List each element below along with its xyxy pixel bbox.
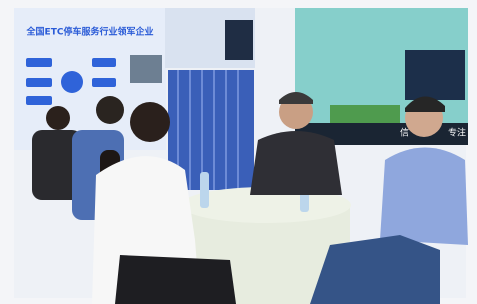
display-screen bbox=[225, 20, 253, 60]
photo-scene: 全国ETC停车服务行业领军企业 信 专注 bbox=[0, 0, 477, 304]
banner-title: 全国ETC停车服务行业领军企业 bbox=[26, 26, 154, 38]
person-head bbox=[46, 106, 70, 130]
water-bottle bbox=[200, 172, 209, 208]
screen-text: 专注 bbox=[448, 127, 466, 139]
screen-grass bbox=[330, 105, 400, 123]
person-head bbox=[96, 96, 124, 124]
person-body bbox=[250, 131, 342, 195]
person-head bbox=[130, 102, 170, 142]
banner-photo bbox=[130, 55, 162, 83]
screen-device bbox=[405, 50, 465, 100]
person-body bbox=[380, 148, 468, 246]
screen-text: 信 bbox=[400, 127, 409, 139]
person-skirt bbox=[115, 255, 236, 304]
